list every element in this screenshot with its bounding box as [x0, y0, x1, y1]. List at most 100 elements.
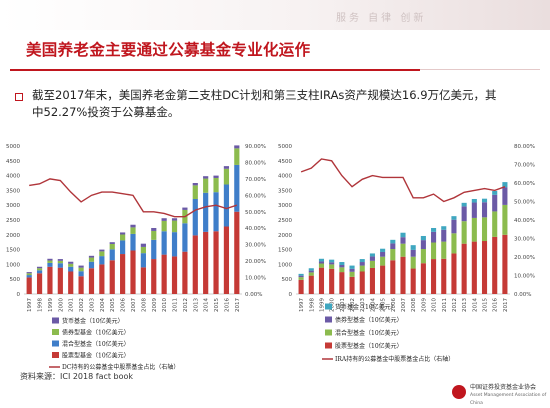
bar-segment — [421, 236, 426, 240]
bar-segment — [411, 257, 416, 269]
legend-label: 股票型基金（10亿美元） — [62, 352, 130, 360]
x-tick-label: 2014 — [472, 298, 478, 312]
bar-segment — [213, 192, 218, 231]
y2-tick-label: 50.00% — [514, 200, 535, 206]
bar-segment — [224, 227, 229, 294]
y2-tick-label: 90.00% — [245, 144, 266, 150]
bar-segment — [99, 250, 104, 252]
bar-segment — [370, 256, 375, 260]
y2-tick-label: 30.00% — [245, 243, 266, 249]
bar-segment — [151, 228, 156, 231]
x-tick-label: 2010 — [162, 298, 168, 312]
y2-tick-label: 10.00% — [245, 276, 266, 282]
bar-segment — [141, 253, 146, 267]
bar-segment — [120, 240, 125, 254]
bar-segment — [319, 268, 324, 294]
y-tick-label: 0 — [289, 292, 293, 298]
bar-segment — [492, 237, 497, 294]
bar-segment — [339, 262, 344, 265]
bar-segment — [130, 250, 135, 294]
bar-segment — [213, 231, 218, 294]
bar-segment — [234, 165, 239, 212]
bar-segment — [299, 277, 304, 280]
bar-segment — [99, 256, 104, 264]
bar-segment — [110, 242, 115, 244]
y2-tick-label: 0.00% — [514, 292, 531, 298]
bar-segment — [350, 277, 355, 294]
bar-segment — [390, 260, 395, 294]
x-tick-label: 2006 — [121, 298, 127, 312]
x-tick-label: 2009 — [152, 298, 158, 312]
bar-segment — [224, 166, 229, 169]
bar-segment — [380, 266, 385, 294]
y-tick-label: 2000 — [6, 233, 20, 239]
bar-segment — [360, 259, 365, 262]
x-tick-label: 2015 — [483, 298, 489, 312]
y-tick-label: 5000 — [6, 144, 20, 150]
y2-tick-label: 40.00% — [514, 218, 535, 224]
y2-tick-label: 60.00% — [514, 181, 535, 187]
bar-segment — [68, 262, 73, 264]
bar-segment — [451, 220, 456, 234]
bar-segment — [130, 227, 135, 234]
bar-segment — [68, 264, 73, 267]
y-tick-label: 1500 — [278, 248, 292, 254]
bar-segment — [339, 265, 344, 267]
bar-segment — [482, 241, 487, 294]
legend-swatch — [52, 352, 59, 358]
x-tick-label: 2014 — [204, 298, 210, 312]
y-tick-label: 2000 — [278, 233, 292, 239]
bar-segment — [400, 244, 405, 257]
bar-segment — [339, 267, 344, 272]
bar-segment — [47, 261, 52, 263]
bar-segment — [37, 268, 42, 270]
bar-segment — [193, 199, 198, 235]
bar-segment — [492, 195, 497, 212]
x-tick-label: 2011 — [442, 298, 448, 312]
bar-segment — [431, 232, 436, 243]
bar-segment — [162, 218, 167, 221]
x-tick-label: 2004 — [100, 298, 106, 312]
y2-tick-label: 0.00% — [245, 292, 262, 298]
x-tick-label: 2005 — [110, 298, 116, 312]
y2-tick-label: 60.00% — [245, 193, 266, 199]
bar-segment — [37, 267, 42, 268]
legend-label: 债券型基金（10亿美元） — [62, 329, 130, 337]
legend-swatch — [52, 318, 59, 324]
bar-segment — [329, 264, 334, 268]
bar-segment — [99, 251, 104, 256]
x-tick-label: 2001 — [69, 298, 75, 312]
bar-segment — [329, 260, 334, 263]
bar-segment — [110, 260, 115, 294]
bar-segment — [441, 230, 446, 242]
bar-segment — [370, 253, 375, 256]
bar-segment — [68, 267, 73, 272]
bar-segment — [370, 268, 375, 294]
x-tick-label: 2012 — [452, 298, 458, 312]
x-tick-label: 1997 — [27, 298, 33, 312]
bar-segment — [380, 249, 385, 252]
bar-segment — [27, 272, 32, 273]
bar-segment — [89, 268, 94, 294]
y-tick-label: 500 — [10, 277, 21, 283]
bar-segment — [130, 225, 135, 228]
bar-segment — [79, 276, 84, 294]
legend-swatch — [325, 317, 332, 323]
bar-segment — [472, 203, 477, 218]
bar-segment — [224, 184, 229, 226]
y2-tick-label: 80.00% — [245, 160, 266, 166]
bar-segment — [27, 273, 32, 275]
bar-segment — [431, 259, 436, 294]
bar-segment — [462, 203, 467, 207]
legend-label: DC持有的公募基金中股票基金占比（右轴） — [62, 363, 179, 371]
x-tick-label: 1997 — [299, 298, 305, 312]
bar-segment — [462, 206, 467, 221]
bar-segment — [411, 269, 416, 294]
bar-segment — [141, 244, 146, 247]
bar-segment — [110, 244, 115, 249]
bar-segment — [390, 240, 395, 244]
bar-segment — [360, 272, 365, 294]
bar-segment — [141, 267, 146, 294]
bar-segment — [120, 232, 125, 234]
